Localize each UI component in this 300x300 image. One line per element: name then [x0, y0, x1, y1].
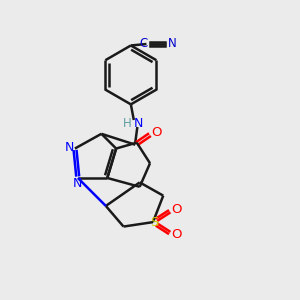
- Text: H: H: [123, 117, 132, 130]
- Text: N: N: [134, 117, 143, 130]
- Text: N: N: [168, 38, 176, 50]
- Text: N: N: [65, 141, 74, 154]
- Text: O: O: [171, 203, 182, 216]
- Text: O: O: [171, 228, 182, 241]
- Text: N: N: [73, 177, 83, 190]
- Text: C: C: [140, 38, 148, 50]
- Text: O: O: [151, 126, 162, 139]
- Text: S: S: [150, 216, 158, 229]
